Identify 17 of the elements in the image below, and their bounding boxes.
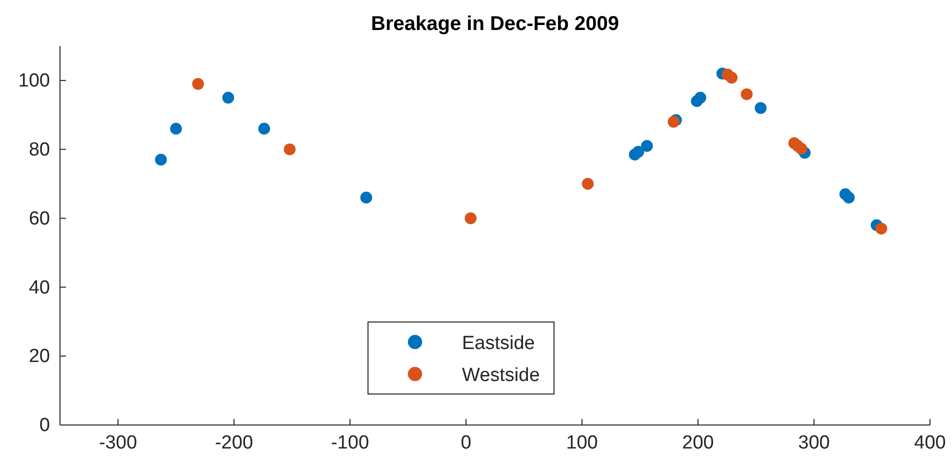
legend-label: Westside bbox=[462, 365, 540, 386]
x-tick-label: -200 bbox=[214, 432, 254, 454]
y-tick-label: 100 bbox=[18, 70, 50, 92]
x-tick-label: 300 bbox=[798, 432, 830, 454]
y-tick-label: 0 bbox=[39, 415, 50, 436]
x-tick-label: 100 bbox=[566, 432, 598, 454]
y-tick-label: 60 bbox=[28, 208, 50, 230]
x-tick-label: -300 bbox=[98, 432, 138, 454]
x-tick-label: 200 bbox=[682, 432, 714, 454]
chart-title: Breakage in Dec-Feb 2009 bbox=[371, 13, 619, 35]
y-tick-label: 20 bbox=[28, 346, 50, 368]
legend-label: Eastside bbox=[462, 333, 535, 354]
x-tick-label: 400 bbox=[914, 432, 946, 454]
x-tick-label: -100 bbox=[330, 432, 370, 454]
y-tick-label: 40 bbox=[28, 277, 50, 298]
x-tick-label: 0 bbox=[460, 432, 472, 454]
y-tick-label: 80 bbox=[28, 139, 50, 160]
